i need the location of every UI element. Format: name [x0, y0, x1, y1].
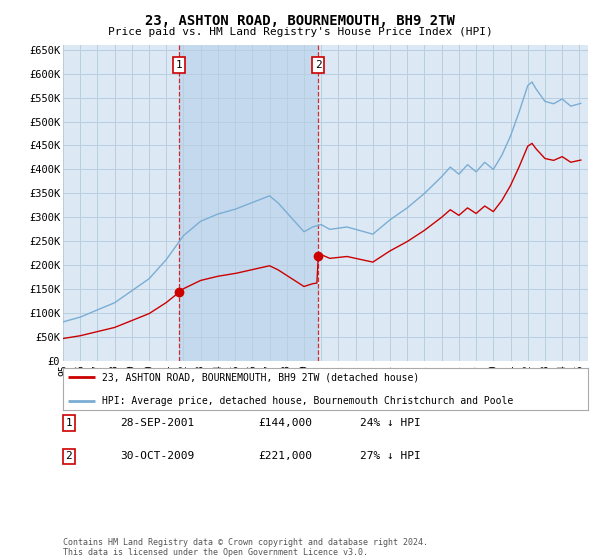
Bar	[179, 45, 318, 361]
Text: 2: 2	[315, 60, 322, 70]
Text: 27% ↓ HPI: 27% ↓ HPI	[360, 451, 421, 461]
Text: 28-SEP-2001: 28-SEP-2001	[120, 418, 194, 428]
Text: £221,000: £221,000	[258, 451, 312, 461]
Text: 1: 1	[176, 60, 182, 70]
Text: 2: 2	[65, 451, 73, 461]
Text: £144,000: £144,000	[258, 418, 312, 428]
Text: 24% ↓ HPI: 24% ↓ HPI	[360, 418, 421, 428]
Text: 23, ASHTON ROAD, BOURNEMOUTH, BH9 2TW (detached house): 23, ASHTON ROAD, BOURNEMOUTH, BH9 2TW (d…	[103, 372, 419, 382]
Text: 30-OCT-2009: 30-OCT-2009	[120, 451, 194, 461]
Text: HPI: Average price, detached house, Bournemouth Christchurch and Poole: HPI: Average price, detached house, Bour…	[103, 396, 514, 405]
Text: 1: 1	[65, 418, 73, 428]
Text: Price paid vs. HM Land Registry's House Price Index (HPI): Price paid vs. HM Land Registry's House …	[107, 27, 493, 37]
Text: 23, ASHTON ROAD, BOURNEMOUTH, BH9 2TW: 23, ASHTON ROAD, BOURNEMOUTH, BH9 2TW	[145, 14, 455, 28]
Text: Contains HM Land Registry data © Crown copyright and database right 2024.
This d: Contains HM Land Registry data © Crown c…	[63, 538, 428, 557]
